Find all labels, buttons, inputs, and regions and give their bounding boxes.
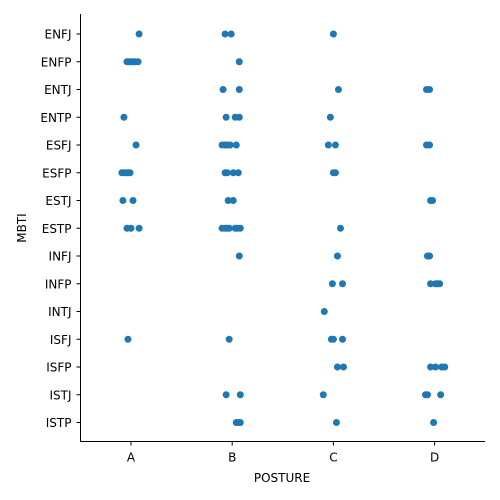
data-point xyxy=(232,141,240,149)
data-point xyxy=(222,391,230,399)
axis-ticks xyxy=(76,33,436,446)
data-point xyxy=(336,224,344,232)
data-point xyxy=(340,363,348,371)
y-tick-label: INFJ xyxy=(49,250,72,264)
y-tick-label: ESFP xyxy=(42,166,71,180)
y-tick-label: ENFJ xyxy=(45,28,72,42)
data-point xyxy=(331,169,339,177)
data-point xyxy=(225,335,233,343)
x-tick-label: C xyxy=(329,451,337,465)
data-point xyxy=(235,252,243,260)
data-point xyxy=(226,141,234,149)
data-point xyxy=(339,335,347,343)
data-point xyxy=(219,86,227,93)
y-tick-label: ESFJ xyxy=(46,139,72,153)
data-point xyxy=(427,363,435,371)
data-point xyxy=(329,30,337,38)
data-point xyxy=(225,224,233,232)
y-tick-label: ENTP xyxy=(40,111,71,125)
x-tick-labels: A B C D xyxy=(127,451,439,465)
data-point xyxy=(329,335,337,343)
data-point xyxy=(229,169,237,177)
data-point xyxy=(424,391,432,399)
data-point xyxy=(119,197,127,204)
data-point xyxy=(223,169,231,177)
data-point xyxy=(236,419,244,426)
y-tick-label: ESTJ xyxy=(45,194,71,208)
data-point xyxy=(126,169,134,177)
data-point xyxy=(127,224,135,232)
data-point xyxy=(229,197,237,204)
data-point xyxy=(224,197,232,204)
data-point xyxy=(134,58,142,66)
y-tick-label: ISTP xyxy=(46,416,72,430)
data-point xyxy=(339,280,347,288)
data-point xyxy=(235,113,243,121)
y-tick-label: INFP xyxy=(45,277,72,291)
y-tick-label: ISFJ xyxy=(50,333,72,347)
data-point xyxy=(236,391,244,399)
data-point xyxy=(319,391,327,399)
data-point xyxy=(135,224,143,232)
data-point xyxy=(222,113,230,121)
data-point xyxy=(227,30,235,38)
y-tick-labels: ENFJ ENFP ENTJ ENTP ESFJ ESFP ESTJ ESTP INFJ INFP… xyxy=(40,28,71,431)
data-point xyxy=(334,86,342,93)
data-point xyxy=(430,419,438,426)
data-point xyxy=(235,86,243,93)
data-point xyxy=(129,197,137,204)
data-point xyxy=(326,113,334,121)
data-point xyxy=(331,141,339,149)
data-points xyxy=(118,30,449,426)
x-tick-label: A xyxy=(127,451,136,465)
y-tick-label: ENFP xyxy=(41,55,72,69)
y-tick-label: ESTP xyxy=(42,222,72,236)
data-point xyxy=(328,280,336,288)
data-point xyxy=(426,86,434,93)
data-point xyxy=(324,141,332,149)
data-point xyxy=(236,224,244,232)
y-tick-label: ISFP xyxy=(46,361,71,375)
data-point xyxy=(124,335,132,343)
data-point xyxy=(333,252,341,260)
data-point xyxy=(320,308,328,315)
data-point xyxy=(235,58,243,66)
data-point xyxy=(333,363,341,371)
x-tick-label: B xyxy=(228,451,236,465)
y-tick-label: ISTJ xyxy=(49,388,71,402)
data-point xyxy=(436,280,444,288)
y-tick-label: ENTJ xyxy=(44,83,71,97)
data-point xyxy=(437,391,445,399)
data-point xyxy=(426,141,434,149)
data-point xyxy=(432,363,440,371)
data-point xyxy=(221,30,229,38)
data-point xyxy=(132,141,140,149)
y-axis-title: MBTI xyxy=(15,213,29,242)
data-point xyxy=(441,363,449,371)
data-point xyxy=(429,197,437,204)
data-point xyxy=(135,30,143,38)
data-point xyxy=(427,280,435,288)
data-point xyxy=(234,169,242,177)
y-tick-label: INTJ xyxy=(48,305,71,319)
x-axis-title: POSTURE xyxy=(254,471,310,485)
data-point xyxy=(120,113,128,121)
x-tick-label: D xyxy=(430,451,439,465)
data-point xyxy=(332,419,340,426)
data-point xyxy=(426,252,434,260)
